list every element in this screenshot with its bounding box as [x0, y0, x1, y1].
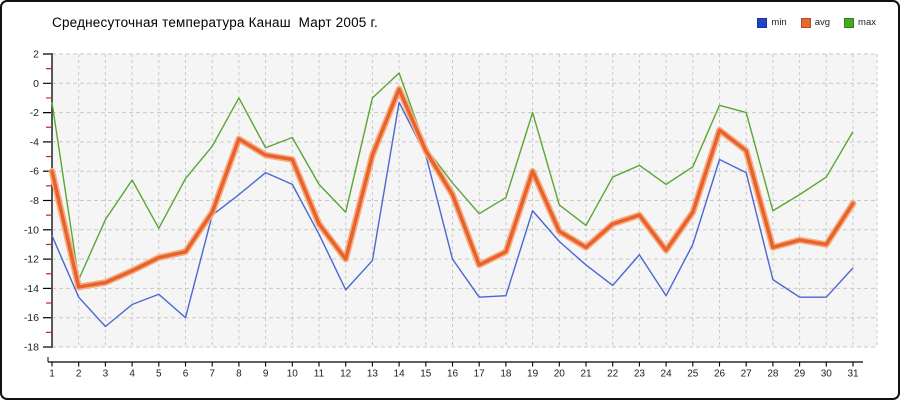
svg-text:28: 28 [767, 369, 779, 380]
svg-text:14: 14 [394, 369, 406, 380]
svg-text:-4: -4 [30, 136, 39, 148]
svg-text:-12: -12 [24, 254, 39, 266]
svg-text:11: 11 [314, 369, 325, 380]
svg-text:23: 23 [634, 369, 646, 380]
svg-text:30: 30 [821, 369, 833, 380]
svg-text:-18: -18 [24, 342, 39, 354]
svg-text:29: 29 [794, 369, 806, 380]
avg-series-swatch-icon [800, 17, 811, 28]
svg-text:13: 13 [367, 369, 379, 380]
min-series-swatch-icon [757, 17, 768, 28]
chart-title: Среднесуточная температура Канаш Март 20… [52, 15, 378, 30]
svg-text:20: 20 [554, 369, 566, 380]
svg-text:27: 27 [741, 369, 753, 380]
svg-text:17: 17 [474, 369, 486, 380]
svg-text:15: 15 [420, 369, 432, 380]
svg-text:22: 22 [607, 369, 619, 380]
svg-text:21: 21 [580, 369, 592, 380]
svg-text:8: 8 [236, 369, 242, 380]
svg-text:10: 10 [287, 369, 299, 380]
svg-text:2: 2 [33, 49, 39, 61]
svg-text:25: 25 [687, 369, 699, 380]
svg-text:-8: -8 [30, 195, 39, 207]
legend-label-max: max [858, 17, 876, 28]
max-series-swatch-icon [844, 17, 855, 28]
svg-text:18: 18 [500, 369, 512, 380]
svg-text:12: 12 [340, 369, 352, 380]
svg-text:4: 4 [129, 369, 135, 380]
legend-label-avg: avg [814, 17, 831, 28]
svg-text:-14: -14 [24, 283, 39, 295]
legend-label-min: min [771, 17, 787, 28]
svg-text:31: 31 [847, 369, 859, 380]
svg-text:7: 7 [209, 369, 215, 380]
svg-text:5: 5 [156, 369, 162, 380]
svg-text:-2: -2 [30, 107, 39, 119]
legend-item-min: min [757, 17, 787, 28]
svg-text:-10: -10 [24, 224, 39, 236]
chart-legend: min avg max [757, 17, 876, 28]
legend-item-avg: avg [800, 17, 831, 28]
svg-text:-6: -6 [30, 166, 39, 178]
svg-text:1: 1 [49, 369, 55, 380]
svg-text:0: 0 [33, 78, 39, 90]
svg-text:2: 2 [76, 369, 82, 380]
svg-text:26: 26 [714, 369, 726, 380]
svg-text:9: 9 [263, 369, 269, 380]
legend-item-max: max [844, 17, 876, 28]
svg-text:19: 19 [527, 369, 539, 380]
svg-text:24: 24 [661, 369, 673, 380]
svg-text:16: 16 [447, 369, 459, 380]
svg-text:6: 6 [183, 369, 189, 380]
svg-text:3: 3 [103, 369, 109, 380]
svg-text:-16: -16 [24, 312, 39, 324]
